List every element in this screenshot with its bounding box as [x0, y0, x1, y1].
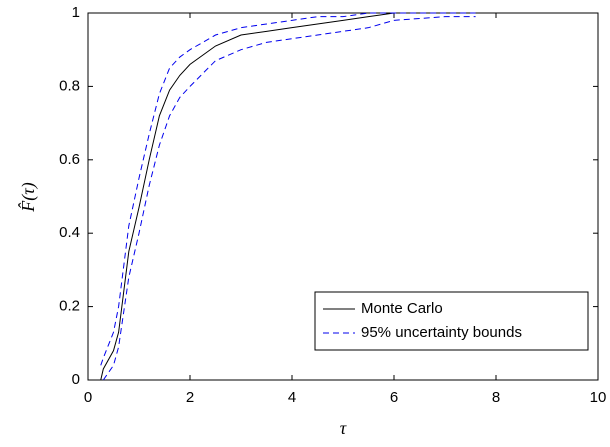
y-tick-label: 0	[72, 371, 80, 388]
x-tick-label: 0	[84, 389, 92, 406]
y-tick-label: 0.2	[59, 298, 80, 315]
y-tick-label: 1	[72, 4, 80, 21]
y-axis-label: F̂(τ)	[18, 182, 39, 212]
legend-label: Monte Carlo	[361, 300, 443, 317]
line	[102, 16, 476, 381]
x-tick-label: 2	[186, 389, 194, 406]
x-tick-label: 6	[390, 389, 398, 406]
x-tick-label: 10	[590, 389, 607, 406]
y-tick-label: 0.6	[59, 151, 80, 168]
line	[100, 12, 476, 366]
x-tick-label: 4	[288, 389, 296, 406]
y-tick-label: 0.4	[59, 224, 80, 241]
legend-label: 95% uncertainty bounds	[361, 324, 522, 341]
legend-box	[314, 291, 589, 351]
x-axis-label: τ	[340, 418, 347, 438]
y-tick-label: 0.8	[59, 77, 80, 94]
x-tick-label: 8	[492, 389, 500, 406]
